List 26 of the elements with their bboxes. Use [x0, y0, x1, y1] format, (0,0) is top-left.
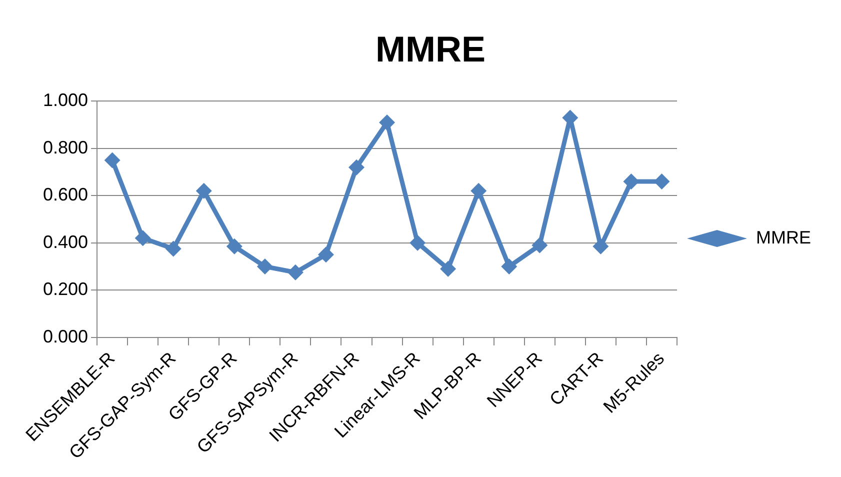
y-tick-label: 0.000: [42, 326, 88, 346]
point: [532, 237, 548, 254]
point: [134, 230, 151, 246]
y-tick-label: 0.600: [42, 184, 88, 205]
y-tick-label: 0.400: [42, 232, 88, 252]
point: [287, 264, 304, 280]
y-tick-label: 0.800: [42, 137, 88, 158]
legend-label: MMRE: [756, 227, 812, 248]
chart-title: MMRE: [376, 28, 486, 70]
point: [440, 260, 456, 277]
point: [410, 234, 426, 251]
point: [318, 246, 334, 263]
point: [379, 114, 396, 130]
point: [104, 152, 120, 168]
point: [654, 173, 670, 190]
point: [592, 238, 609, 254]
point: [348, 159, 364, 176]
point: [165, 240, 182, 257]
point: [470, 182, 487, 199]
point: [196, 182, 212, 199]
point: [623, 173, 640, 190]
y-tick-label: 0.200: [42, 279, 88, 300]
point: [226, 238, 242, 254]
point: [256, 258, 273, 274]
point: [501, 258, 518, 274]
y-tick-label: 1.000: [42, 90, 88, 110]
